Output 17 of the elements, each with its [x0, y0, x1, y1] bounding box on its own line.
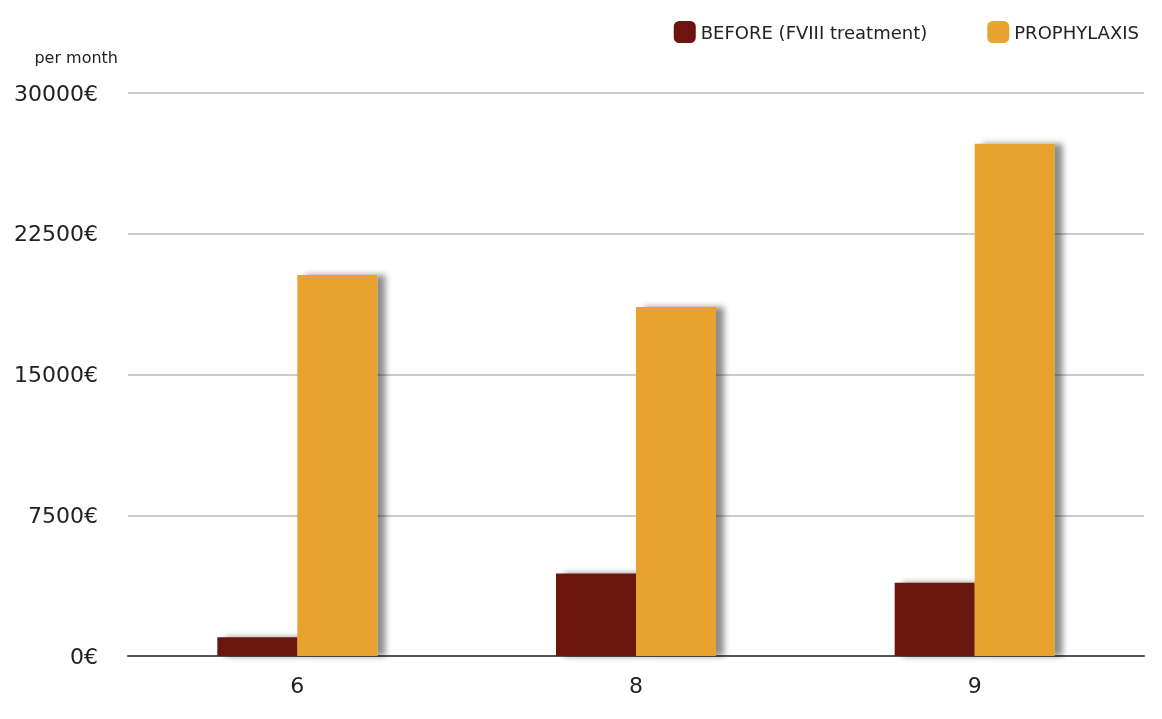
bar [974, 143, 1055, 656]
y-tick-label: 0€ [70, 643, 98, 669]
y-axis-title: per month [34, 47, 118, 67]
legend-label: BEFORE (FVIII treatment) [700, 21, 928, 43]
x-tick-label: 9 [967, 672, 982, 698]
bar [217, 637, 298, 656]
x-tick-label: 6 [290, 672, 305, 698]
x-tick-label: 8 [629, 672, 643, 698]
y-tick-label: 30000€ [14, 80, 98, 106]
bar [556, 573, 636, 656]
bar [636, 306, 716, 656]
legend-label: PROPHYLAXIS [1014, 21, 1139, 43]
y-tick-label: 7500€ [28, 502, 98, 528]
y-tick-label: 22500€ [14, 221, 98, 247]
bar [297, 275, 378, 656]
y-tick-label: 15000€ [14, 362, 98, 387]
bar [894, 582, 975, 656]
